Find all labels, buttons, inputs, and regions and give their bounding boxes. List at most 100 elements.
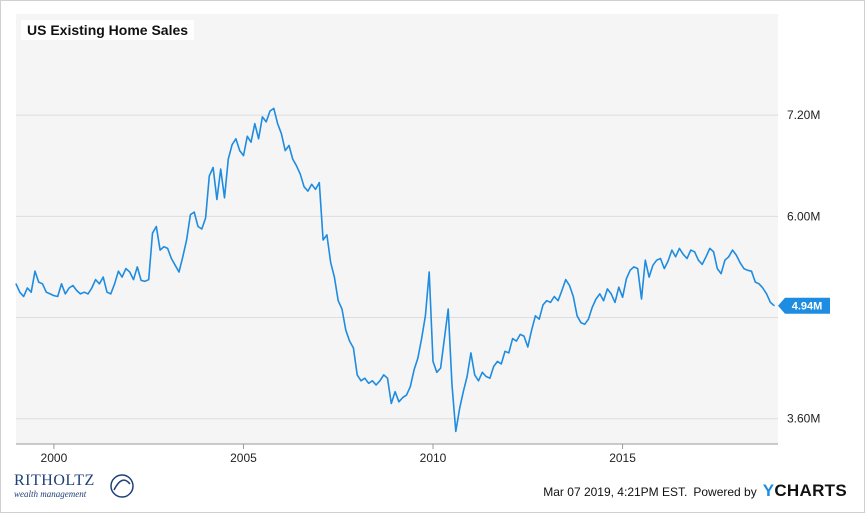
timestamp: Mar 07 2019, 4:21PM EST.: [543, 485, 688, 499]
data-point: [697, 259, 699, 261]
data-point: [641, 298, 642, 300]
data-point: [478, 380, 479, 382]
data-point: [508, 352, 510, 354]
data-point: [79, 293, 81, 295]
data-point: [705, 256, 707, 258]
data-point: [394, 391, 396, 393]
data-point: [515, 340, 517, 342]
data-point: [345, 329, 347, 331]
data-point: [572, 296, 574, 297]
data-point: [553, 296, 555, 297]
data-point: [413, 369, 415, 371]
data-point: [610, 293, 612, 295]
data-point: [660, 258, 661, 259]
data-point: [45, 291, 47, 293]
data-point: [523, 335, 525, 337]
powered-by-label: Powered by: [693, 485, 757, 499]
data-point: [216, 199, 218, 200]
data-point: [303, 186, 305, 188]
data-point: [136, 266, 138, 268]
data-point: [64, 293, 66, 295]
data-point: [189, 214, 191, 216]
data-point: [713, 251, 715, 253]
data-point: [182, 256, 184, 258]
current-value-badge: 4.94M: [778, 297, 830, 314]
data-point: [19, 291, 21, 293]
data-point: [538, 318, 540, 320]
data-point: [569, 285, 570, 286]
logo-subtitle: wealth management: [14, 489, 87, 499]
data-point: [606, 288, 608, 290]
ycharts-logo[interactable]: YCHARTS: [763, 481, 847, 501]
data-point: [72, 285, 74, 286]
data-point: [360, 380, 362, 382]
value-badge-shape: [778, 297, 830, 314]
data-point: [599, 293, 601, 295]
data-point: [193, 211, 195, 213]
data-point: [443, 338, 445, 340]
data-point: [322, 239, 324, 241]
data-point: [622, 296, 624, 298]
data-point: [512, 338, 514, 340]
data-point: [379, 380, 381, 382]
data-point: [618, 286, 620, 288]
x-tick-label: 2000: [41, 451, 68, 465]
data-point: [337, 300, 339, 302]
data-point: [432, 360, 434, 362]
data-point: [735, 254, 737, 256]
data-point: [341, 308, 343, 310]
data-point: [504, 350, 506, 352]
data-point: [474, 374, 476, 376]
data-point: [311, 183, 313, 185]
brand-y: Y: [762, 481, 775, 500]
data-point: [356, 374, 358, 376]
data-point: [76, 290, 78, 291]
data-point: [318, 182, 320, 184]
data-point: [390, 403, 392, 404]
data-point: [277, 123, 279, 125]
chart-title: US Existing Home Sales: [21, 20, 195, 40]
data-point: [15, 283, 17, 285]
data-point: [580, 322, 582, 324]
data-point: [102, 276, 104, 278]
data-point: [212, 167, 214, 168]
data-point: [174, 264, 176, 266]
data-point: [231, 144, 233, 146]
data-point: [26, 287, 28, 289]
data-point: [208, 175, 210, 177]
data-point: [95, 279, 97, 281]
data-point: [500, 363, 502, 365]
data-point: [682, 253, 684, 255]
data-point: [87, 293, 89, 295]
data-point: [671, 249, 673, 251]
data-point: [261, 116, 263, 118]
data-point: [550, 301, 551, 303]
data-point: [125, 268, 127, 270]
data-point: [330, 262, 332, 264]
data-point: [178, 271, 180, 273]
logo-name: RITHOLTZ: [14, 472, 95, 489]
data-point: [648, 276, 650, 278]
data-point: [546, 300, 548, 302]
data-point: [451, 384, 453, 386]
data-point: [144, 280, 146, 282]
data-point: [349, 340, 351, 342]
data-point: [280, 133, 282, 135]
data-point: [633, 266, 635, 268]
data-point: [603, 300, 605, 302]
data-point: [148, 279, 150, 281]
data-point: [466, 376, 468, 377]
data-point: [57, 296, 59, 297]
data-point: [296, 165, 297, 167]
data-point: [690, 249, 692, 251]
data-point: [534, 315, 536, 317]
data-point: [371, 380, 373, 382]
data-point: [406, 394, 407, 396]
data-point: [675, 256, 677, 258]
data-point: [584, 323, 586, 325]
data-point: [224, 197, 225, 199]
data-point: [140, 279, 142, 281]
data-point: [98, 283, 100, 285]
data-point: [565, 279, 567, 281]
